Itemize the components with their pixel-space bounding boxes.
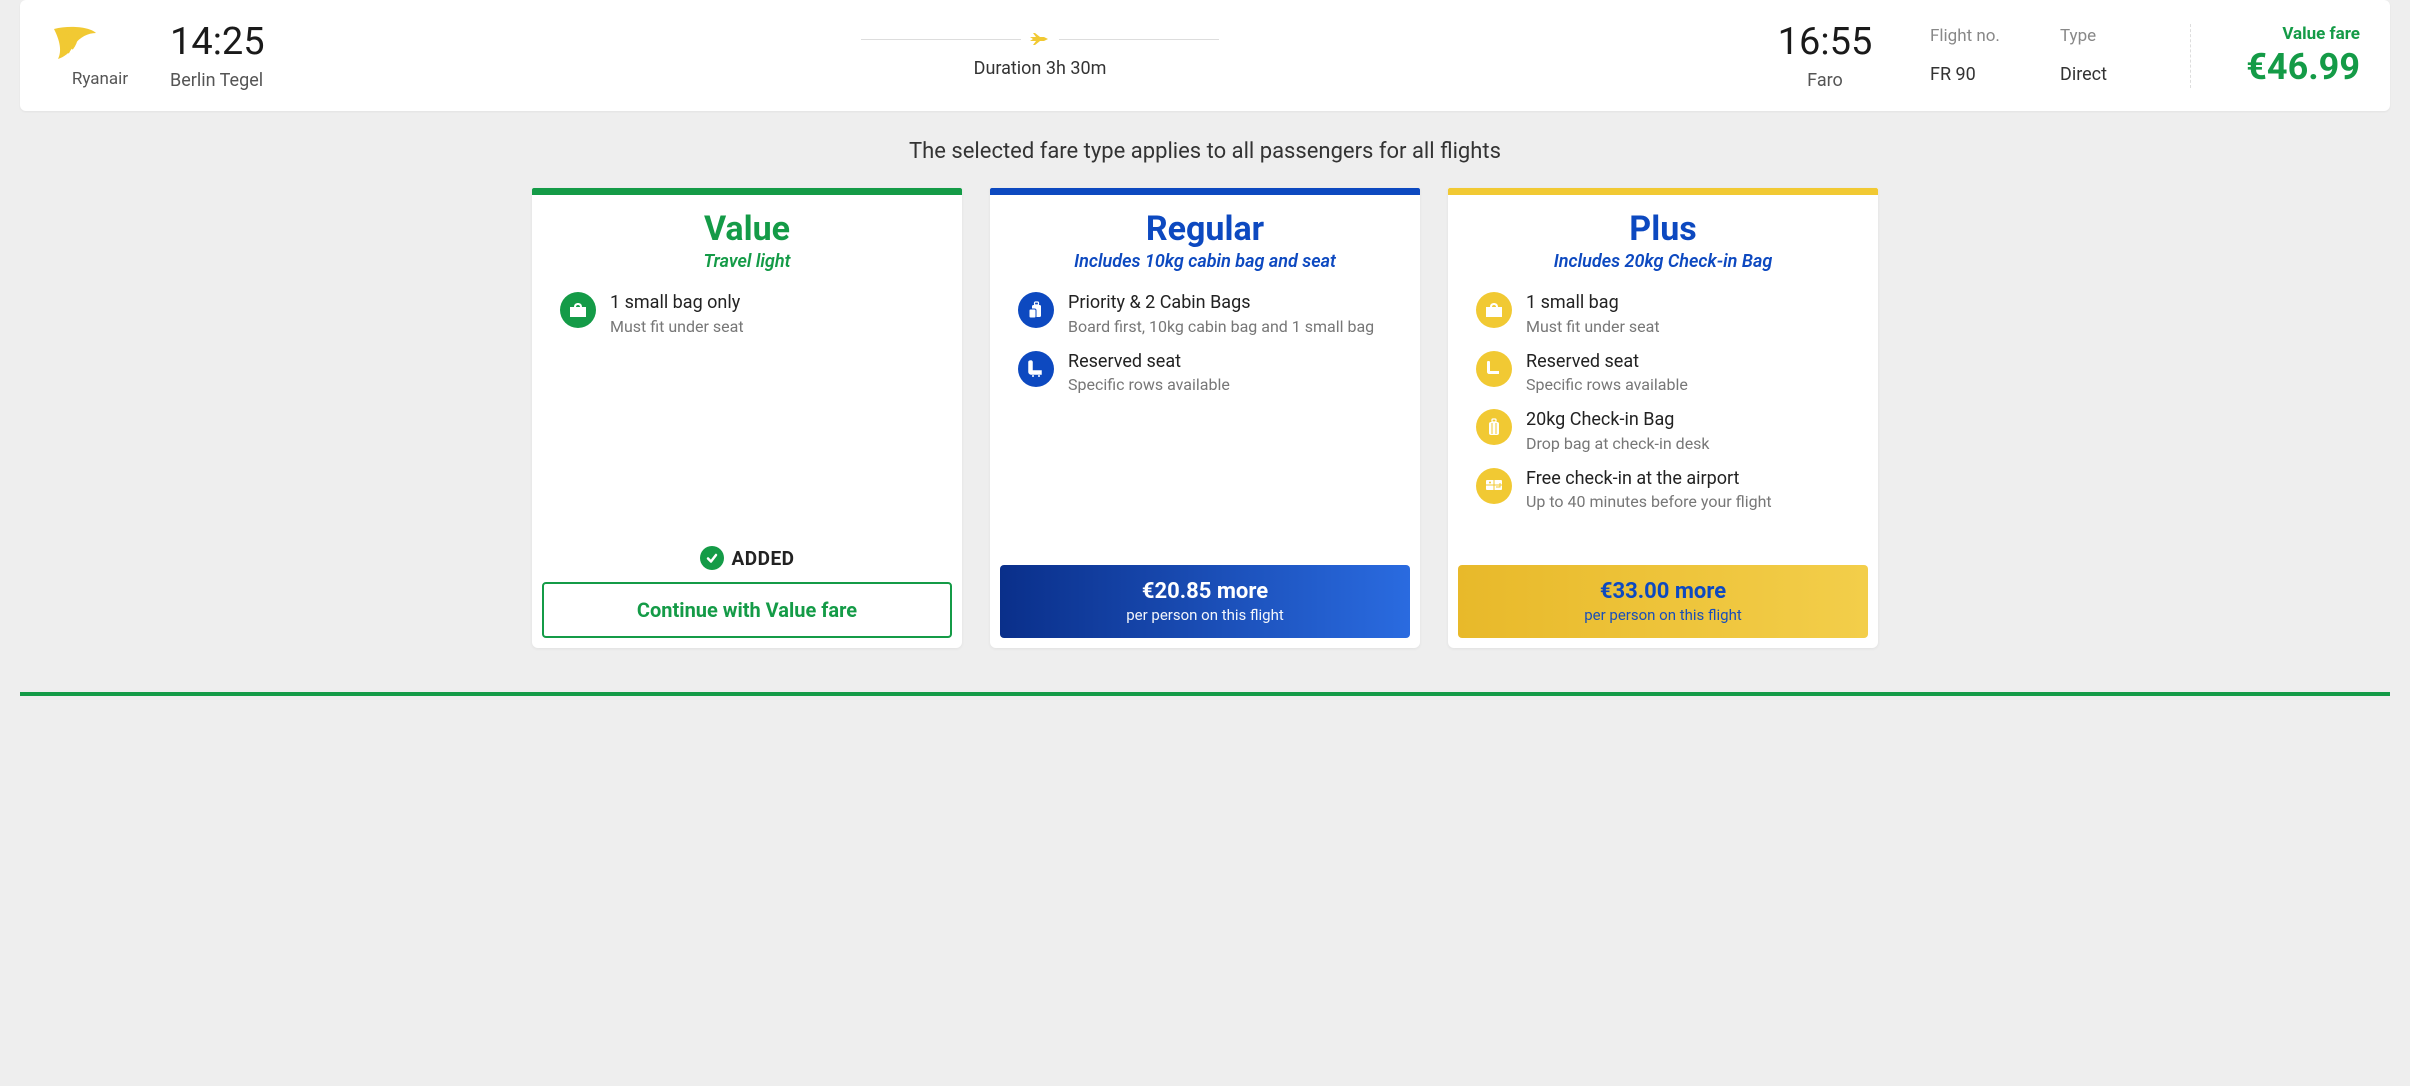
feature-title: Reserved seat <box>1526 351 1688 374</box>
button-sub: per person on this flight <box>1010 606 1400 624</box>
fare-subheading: The selected fare type applies to all pa… <box>20 139 2390 164</box>
added-row: ADDED <box>532 538 962 582</box>
airline-name: Ryanair <box>50 69 150 89</box>
card-header: Value Travel light <box>532 195 962 288</box>
fare-title: Plus <box>1458 209 1868 249</box>
seat-icon <box>1018 351 1054 387</box>
flight-summary-card: Ryanair 14:25 Berlin Tegel Duration 3h 3… <box>20 0 2390 111</box>
path-line <box>861 39 1021 40</box>
plane-icon <box>1029 32 1051 46</box>
flight-type: Direct <box>2060 64 2170 85</box>
button-main: €33.00 more <box>1468 579 1858 604</box>
feature-sub: Specific rows available <box>1068 375 1230 395</box>
card-topbar <box>532 188 962 195</box>
airline-logo-icon <box>50 23 150 63</box>
feature-sub: Drop bag at check-in desk <box>1526 434 1710 454</box>
feature-title: 20kg Check-in Bag <box>1526 409 1710 432</box>
feature-item: Reserved seat Specific rows available <box>1476 351 1850 396</box>
price-value: €46.99 <box>2221 46 2360 88</box>
feature-item: Free check-in at the airport Up to 40 mi… <box>1476 468 1850 513</box>
flight-type-column: Type Direct <box>2060 26 2170 85</box>
added-label: ADDED <box>732 547 795 570</box>
fare-title: Regular <box>1000 209 1410 249</box>
features-list: Priority & 2 Cabin Bags Board first, 10k… <box>990 288 1420 565</box>
departure-time: 14:25 <box>170 20 340 64</box>
feature-text: Reserved seat Specific rows available <box>1526 351 1688 396</box>
feature-item: Reserved seat Specific rows available <box>1018 351 1392 396</box>
feature-sub: Specific rows available <box>1526 375 1688 395</box>
seat-icon <box>1476 351 1512 387</box>
continue-value-button[interactable]: Continue with Value fare <box>542 582 952 638</box>
feature-item: Priority & 2 Cabin Bags Board first, 10k… <box>1018 292 1392 337</box>
luggage-icon <box>1018 292 1054 328</box>
feature-title: Reserved seat <box>1068 351 1230 374</box>
feature-text: Priority & 2 Cabin Bags Board first, 10k… <box>1068 292 1374 337</box>
arrival-column: 16:55 Faro <box>1740 20 1910 91</box>
feature-sub: Board first, 10kg cabin bag and 1 small … <box>1068 317 1374 337</box>
departure-place: Berlin Tegel <box>170 70 340 91</box>
card-header: Regular Includes 10kg cabin bag and seat <box>990 195 1420 288</box>
feature-text: Free check-in at the airport Up to 40 mi… <box>1526 468 1772 513</box>
feature-sub: Up to 40 minutes before your flight <box>1526 492 1772 512</box>
feature-text: 20kg Check-in Bag Drop bag at check-in d… <box>1526 409 1710 454</box>
departure-column: 14:25 Berlin Tegel <box>170 20 340 91</box>
airline-column: Ryanair <box>50 23 150 89</box>
feature-text: Reserved seat Specific rows available <box>1068 351 1230 396</box>
button-label: Continue with Value fare <box>637 598 857 622</box>
fare-cards-row: Value Travel light 1 small bag only Must… <box>20 188 2390 648</box>
feature-item: 1 small bag Must fit under seat <box>1476 292 1850 337</box>
flight-type-label: Type <box>2060 26 2170 46</box>
fare-subtitle: Includes 10kg cabin bag and seat <box>1000 251 1410 272</box>
feature-item: 20kg Check-in Bag Drop bag at check-in d… <box>1476 409 1850 454</box>
feature-item: 1 small bag only Must fit under seat <box>560 292 934 337</box>
feature-text: 1 small bag Must fit under seat <box>1526 292 1660 337</box>
feature-title: Priority & 2 Cabin Bags <box>1068 292 1374 315</box>
card-header: Plus Includes 20kg Check-in Bag <box>1448 195 1878 288</box>
airport-checkin-icon <box>1476 468 1512 504</box>
feature-title: 1 small bag only <box>610 292 744 315</box>
flight-number: FR 90 <box>1930 64 2040 85</box>
fare-subtitle: Travel light <box>542 251 952 272</box>
feature-title: 1 small bag <box>1526 292 1660 315</box>
feature-text: 1 small bag only Must fit under seat <box>610 292 744 337</box>
arrival-place: Faro <box>1740 70 1910 91</box>
card-topbar <box>1448 188 1878 195</box>
bag-icon <box>560 292 596 328</box>
bag-icon <box>1476 292 1512 328</box>
flight-path: Duration 3h 30m <box>360 32 1720 79</box>
fare-card-regular: Regular Includes 10kg cabin bag and seat… <box>990 188 1420 648</box>
fare-subtitle: Includes 20kg Check-in Bag <box>1458 251 1868 272</box>
select-regular-button[interactable]: €20.85 more per person on this flight <box>1000 565 1410 638</box>
feature-sub: Must fit under seat <box>1526 317 1660 337</box>
feature-title: Free check-in at the airport <box>1526 468 1772 491</box>
fare-card-value: Value Travel light 1 small bag only Must… <box>532 188 962 648</box>
arrival-time: 16:55 <box>1740 20 1910 64</box>
features-list: 1 small bag Must fit under seat Reserved… <box>1448 288 1878 565</box>
features-list: 1 small bag only Must fit under seat <box>532 288 962 538</box>
check-icon <box>700 546 724 570</box>
fare-title: Value <box>542 209 952 249</box>
select-plus-button[interactable]: €33.00 more per person on this flight <box>1458 565 1868 638</box>
card-topbar <box>990 188 1420 195</box>
flight-number-label: Flight no. <box>1930 26 2040 46</box>
feature-sub: Must fit under seat <box>610 317 744 337</box>
bottom-accent-line <box>20 692 2390 696</box>
path-line <box>1059 39 1219 40</box>
duration: Duration 3h 30m <box>360 58 1720 79</box>
button-sub: per person on this flight <box>1468 606 1858 624</box>
price-label: Value fare <box>2221 24 2360 44</box>
suitcase-icon <box>1476 409 1512 445</box>
button-main: €20.85 more <box>1010 579 1400 604</box>
flight-number-column: Flight no. FR 90 <box>1930 26 2040 85</box>
fare-card-plus: Plus Includes 20kg Check-in Bag 1 small … <box>1448 188 1878 648</box>
price-column: Value fare €46.99 <box>2190 24 2360 88</box>
